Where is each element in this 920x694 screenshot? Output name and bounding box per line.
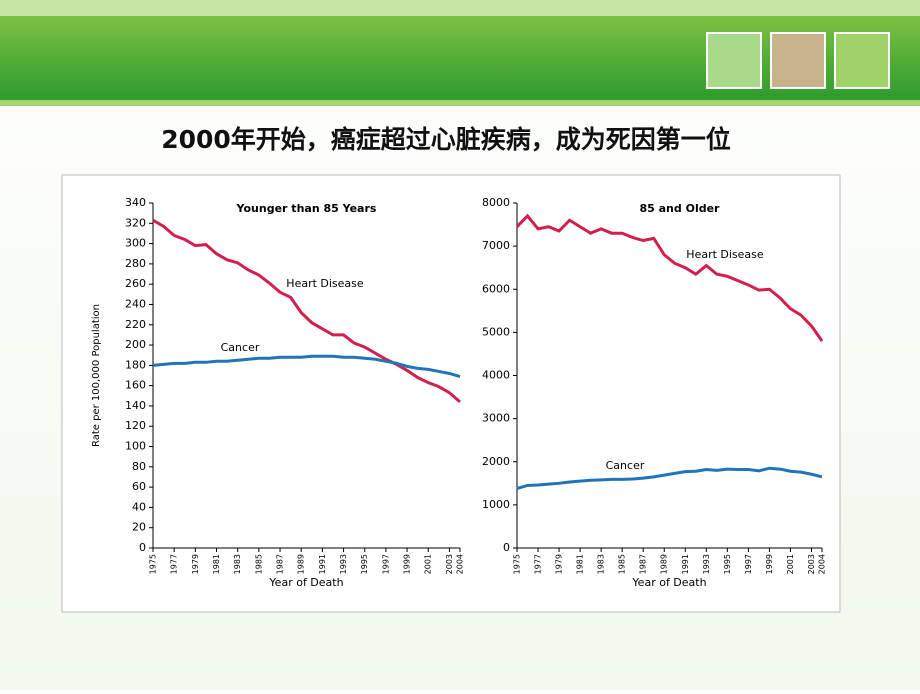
- x-tick-label: 1991: [681, 554, 690, 574]
- x-tick-label: 1989: [660, 554, 669, 574]
- x-tick-label: 1979: [191, 554, 200, 574]
- x-tick-label: 1999: [403, 554, 412, 574]
- y-tick-label: 300: [125, 237, 146, 250]
- series-line: [516, 466, 823, 490]
- x-tick-label: 1987: [639, 554, 648, 574]
- deco-square: [706, 32, 762, 89]
- x-tick-label: 1993: [339, 554, 348, 574]
- y-tick-label: 40: [132, 500, 146, 513]
- series-line: [152, 218, 461, 404]
- x-tick-label: 1991: [318, 554, 327, 574]
- x-tick-label: 2004: [818, 554, 827, 574]
- header-band: [0, 16, 920, 100]
- top-stripe: [0, 0, 920, 16]
- x-tick-label: 1989: [297, 554, 306, 574]
- chart-title: 85 and Older: [640, 202, 721, 215]
- x-tick-label: 2001: [424, 554, 433, 574]
- y-tick-label: 0: [139, 541, 146, 554]
- x-tick-label: 2004: [456, 554, 465, 574]
- y-tick-label: 20: [132, 521, 146, 534]
- x-tick-label: 1975: [513, 554, 522, 574]
- y-tick-label: 220: [125, 318, 146, 331]
- x-tick-label: 1985: [254, 554, 263, 574]
- y-tick-label: 4000: [482, 369, 510, 382]
- y-tick-label: 5000: [482, 325, 510, 338]
- x-tick-label: 1995: [360, 554, 369, 574]
- series-label: Cancer: [606, 459, 645, 472]
- x-tick-label: 1997: [744, 554, 753, 574]
- x-tick-label: 1977: [534, 554, 543, 574]
- x-tick-label: 1975: [149, 554, 158, 574]
- y-tick-label: 140: [125, 399, 146, 412]
- y-tick-label: 7000: [482, 239, 510, 252]
- y-tick-label: 240: [125, 297, 146, 310]
- y-tick-label: 320: [125, 216, 146, 229]
- deco-sprout: [770, 32, 826, 89]
- series-line: [152, 354, 461, 378]
- y-tick-label: 6000: [482, 282, 510, 295]
- x-tick-label: 1985: [618, 554, 627, 574]
- x-tick-label: 1979: [555, 554, 564, 574]
- y-tick-label: 60: [132, 480, 146, 493]
- charts: 0 20 40 60 80 100 120 140 160 180 200 220 240 260 280 3…: [91, 196, 827, 589]
- y-tick-label: 8000: [482, 196, 510, 209]
- y-tick-label: 340: [125, 196, 146, 209]
- x-tick-label: 1981: [212, 554, 221, 574]
- slide-title: 2000年开始，癌症超过心脏疾病，成为死因第一位: [161, 125, 731, 154]
- x-tick-label: 1987: [276, 554, 285, 574]
- y-tick-label: 160: [125, 379, 146, 392]
- x-tick-label: 2003: [807, 554, 816, 574]
- y-tick-label: 1000: [482, 498, 510, 511]
- series-label: Heart Disease: [286, 277, 364, 290]
- chart-title: Younger than 85 Years: [236, 202, 377, 215]
- series-line: [515, 213, 824, 342]
- header-edge: [0, 100, 920, 106]
- x-tick-label: 1999: [765, 554, 774, 574]
- y-tick-label: 100: [125, 440, 146, 453]
- x-tick-label: 2003: [445, 554, 454, 574]
- series-label: Heart Disease: [686, 248, 764, 261]
- series-label: Cancer: [221, 341, 260, 354]
- y-tick-label: 80: [132, 460, 146, 473]
- x-tick-label: 1981: [576, 554, 585, 574]
- y-tick-label: 280: [125, 257, 146, 270]
- y-axis-label: Rate per 100,000 Population: [91, 304, 102, 447]
- x-tick-label: 1995: [723, 554, 732, 574]
- deco-leaf: [834, 32, 890, 89]
- x-axis-label: Year of Death: [631, 576, 706, 589]
- y-tick-label: 3000: [482, 412, 510, 425]
- x-tick-label: 1983: [597, 554, 606, 574]
- x-axis-label: Year of Death: [268, 576, 343, 589]
- x-tick-label: 1977: [170, 554, 179, 574]
- x-tick-label: 2001: [786, 554, 795, 574]
- x-tick-label: 1983: [233, 554, 242, 574]
- y-tick-label: 120: [125, 419, 146, 432]
- y-tick-label: 2000: [482, 455, 510, 468]
- y-tick-label: 180: [125, 358, 146, 371]
- x-tick-label: 1993: [702, 554, 711, 574]
- y-tick-label: 0: [503, 541, 510, 554]
- x-tick-label: 1997: [381, 554, 390, 574]
- y-tick-label: 200: [125, 338, 146, 351]
- y-tick-label: 260: [125, 277, 146, 290]
